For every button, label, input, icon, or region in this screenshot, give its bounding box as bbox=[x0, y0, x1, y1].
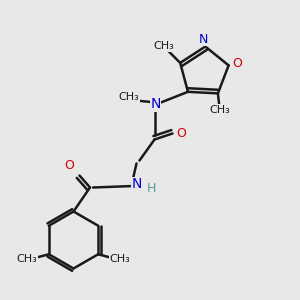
Text: N: N bbox=[131, 178, 142, 191]
Text: O: O bbox=[177, 127, 186, 140]
Text: CH₃: CH₃ bbox=[118, 92, 140, 103]
Text: CH₃: CH₃ bbox=[110, 254, 130, 264]
Text: CH₃: CH₃ bbox=[209, 105, 230, 115]
Text: O: O bbox=[232, 56, 242, 70]
Text: O: O bbox=[65, 159, 74, 172]
Text: CH₃: CH₃ bbox=[16, 254, 37, 264]
Text: H: H bbox=[147, 182, 156, 196]
Text: CH₃: CH₃ bbox=[153, 41, 174, 51]
Text: N: N bbox=[199, 32, 208, 46]
Text: N: N bbox=[150, 97, 161, 111]
